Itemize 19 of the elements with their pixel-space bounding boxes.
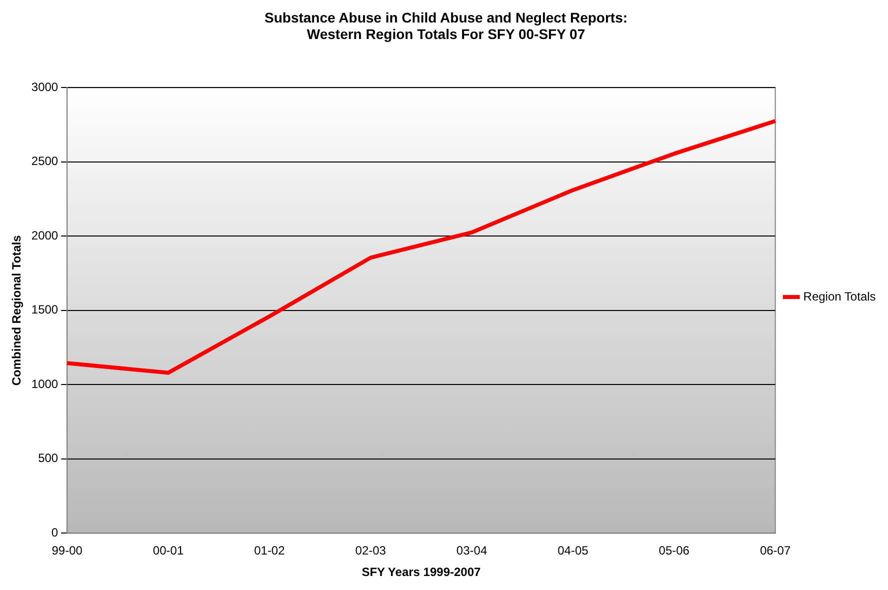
chart-title: Substance Abuse in Child Abuse and Neglect Reports: Western Region Totals For SFY 00-SFY 07 — [264, 9, 628, 42]
y-tick-label: 1500 — [31, 302, 58, 317]
y-tick-label: 3000 — [31, 80, 58, 94]
x-tick-label: 06-07 — [760, 544, 791, 558]
x-tick-label: 02-03 — [355, 544, 386, 558]
x-axis-title: SFY Years 1999-2007 — [362, 565, 482, 580]
x-tick-label: 00-01 — [152, 544, 184, 558]
y-tick-label: 2000 — [31, 228, 58, 242]
x-tick-label: 03-04 — [456, 544, 488, 558]
x-tick-label: 01-02 — [254, 544, 286, 558]
legend-label: Region Totals — [803, 289, 876, 304]
y-tick-label: 1000 — [31, 376, 58, 391]
x-tick-label: 05-06 — [658, 544, 690, 558]
y-tick-label: 500 — [38, 451, 58, 466]
x-tick-label: 99-00 — [52, 544, 83, 558]
y-tick-label: 2500 — [31, 154, 58, 168]
y-axis-title: Combined Regional Totals — [10, 234, 24, 386]
y-tick-label: 0 — [51, 526, 58, 540]
x-tick-label: 04-05 — [558, 544, 589, 558]
